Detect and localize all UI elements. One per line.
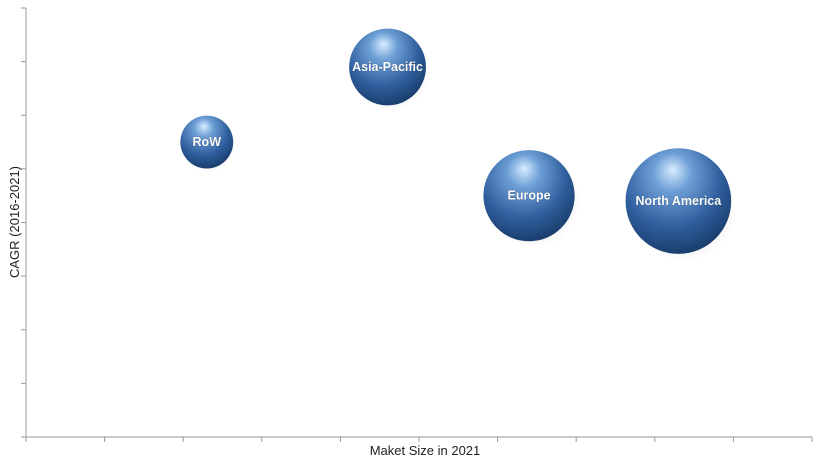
bubble-label: RoW [193, 135, 222, 149]
bubble-asia-pacific: Asia-Pacific [349, 28, 430, 111]
bubble-marker [625, 148, 732, 254]
bubble-marker [483, 150, 575, 242]
bubble-row: RoW [180, 115, 236, 173]
bubble-marker [180, 115, 234, 169]
bubbles: RoW Asia-Pacific Europe North America [180, 28, 737, 262]
y-axis-ticks [21, 7, 26, 438]
bubble-label: North America [636, 194, 723, 208]
bubble-label: Asia-Pacific [352, 60, 423, 74]
x-axis-ticks [25, 437, 813, 442]
axes [21, 7, 813, 442]
y-axis-label: CAGR (2016-2021) [7, 166, 22, 278]
bubble-europe: Europe [483, 150, 580, 248]
x-axis-label: Maket Size in 2021 [370, 443, 481, 458]
bubble-marker [349, 28, 426, 106]
bubble-label: Europe [508, 189, 551, 203]
bubble-north-america: North America [625, 148, 737, 262]
